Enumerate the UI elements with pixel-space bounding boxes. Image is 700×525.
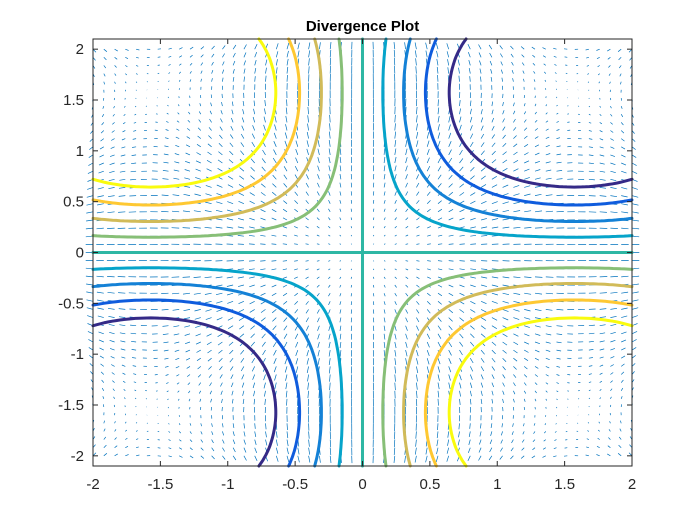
contour-lines [91,37,634,468]
y-tick-label: 0.5 [63,194,84,211]
x-tick-label: -0.5 [282,476,308,493]
x-tick-label: -1 [221,476,234,493]
y-tick-label: -2 [71,448,84,465]
contour-level-6 [91,37,634,468]
y-tick-label: -1 [71,346,84,363]
x-tick-label: 0.5 [419,476,440,493]
y-tick-label: 0 [76,245,84,262]
contour-level-7 [91,37,634,468]
x-tick-label: -1.5 [147,476,173,493]
contour-level-1 [91,37,634,468]
x-tick-label: -2 [86,476,99,493]
axis-ticks: -2 -1.5 -1 -0.5 0 0.5 1 1.5 2 2 1.5 1 0.5 0 -0.5 -1 -1.5… [58,39,636,493]
y-tick-label: 2 [76,41,84,58]
y-tick-label: 1.5 [63,92,84,109]
contour-level-2 [91,37,634,468]
contour-level-3 [91,37,634,468]
x-tick-label: 1 [493,476,501,493]
x-tick-label: 0 [358,476,366,493]
y-tick-label: -1.5 [58,397,84,414]
y-tick-label: -0.5 [58,295,84,312]
x-tick-label: 1.5 [554,476,575,493]
contour-level-5 [91,37,634,468]
chart-title: Divergence Plot [306,18,419,35]
x-tick-label: 2 [628,476,636,493]
contour-level-4 [91,37,634,468]
y-tick-label: 1 [76,143,84,160]
contour-level-8 [91,37,634,468]
